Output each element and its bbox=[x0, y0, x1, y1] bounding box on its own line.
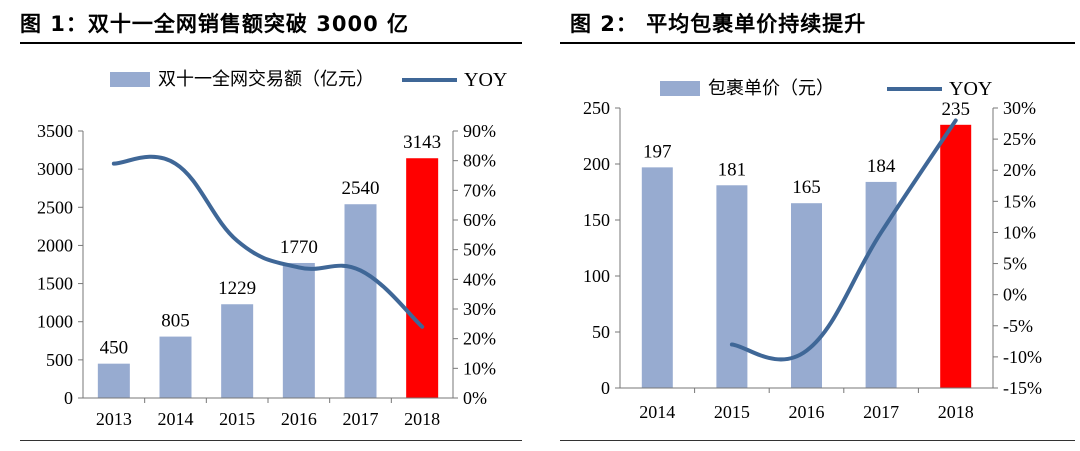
chart1-right-tick-60%: 60% bbox=[463, 210, 496, 230]
chart2-bar-label-2016: 165 bbox=[792, 177, 821, 198]
chart2-yoy-point-0 bbox=[731, 343, 733, 345]
chart1-left-tick-2000: 2000 bbox=[37, 235, 73, 255]
chart1-right-tick-50%: 50% bbox=[463, 240, 496, 260]
chart2-legend-bar-label: 包裹单价（元） bbox=[708, 78, 834, 99]
chart1-x-tick-2015: 2015 bbox=[219, 409, 255, 429]
chart1-bar-2016 bbox=[282, 262, 315, 398]
chart2-bar-label-2017: 184 bbox=[867, 156, 896, 177]
chart2: 包裹单价（元） YOY 197 181 165 184 235 0 50 100 150 200 250… bbox=[583, 78, 1042, 422]
chart1-left-tick-1500: 1500 bbox=[37, 274, 73, 294]
chart1-left-tick-3000: 3000 bbox=[37, 159, 73, 179]
chart1-bar-2014 bbox=[159, 336, 192, 398]
chart1-bar-label-2018: 3143 bbox=[403, 132, 441, 153]
chart1-x-tick-2014: 2014 bbox=[158, 409, 194, 429]
chart2-bar-label-2014: 197 bbox=[643, 141, 672, 162]
chart1-bar-2013 bbox=[97, 363, 130, 398]
chart1-right-tick-20%: 20% bbox=[463, 329, 496, 349]
chart1-left-tick-3500: 3500 bbox=[37, 121, 73, 141]
chart2-right-tick--10%: -10% bbox=[1003, 347, 1042, 367]
chart1-x-tick-2013: 2013 bbox=[96, 409, 132, 429]
chart1-left-tick-0: 0 bbox=[64, 388, 73, 408]
chart2-left-tick-200: 200 bbox=[583, 154, 610, 174]
chart2-right-tick--5%: -5% bbox=[1003, 316, 1033, 336]
chart2-bar-2014 bbox=[641, 167, 673, 388]
chart2-x-tick-2016: 2016 bbox=[789, 402, 825, 422]
chart2-right-tick-30%: 30% bbox=[1003, 98, 1036, 118]
chart2-x-tick-2017: 2017 bbox=[863, 402, 899, 422]
chart2-x-tick-2018: 2018 bbox=[938, 402, 974, 422]
chart2-yoy-point-3 bbox=[955, 119, 957, 121]
chart2-left-tick-150: 150 bbox=[583, 210, 610, 230]
chart1-yoy-point-1 bbox=[175, 163, 176, 165]
chart1-legend-bar-label: 双十一全网交易额（亿元） bbox=[158, 69, 374, 90]
chart1-bottom-rule bbox=[20, 440, 522, 441]
chart1-left-tick-2500: 2500 bbox=[37, 197, 73, 217]
chart1-legend-bar-swatch bbox=[110, 72, 150, 87]
chart2-left-tick-50: 50 bbox=[592, 322, 610, 342]
chart2-right-tick-20%: 20% bbox=[1003, 160, 1036, 180]
chart2-x-tick-2015: 2015 bbox=[714, 402, 750, 422]
chart1-title-rule bbox=[20, 42, 522, 44]
chart1-bar-label-2013: 450 bbox=[100, 338, 129, 359]
chart1-right-tick-0%: 0% bbox=[463, 388, 487, 408]
chart1-title: 图 1：双十一全网销售额突破 3000 亿 bbox=[20, 12, 409, 36]
chart1-x-tick-2018: 2018 bbox=[404, 409, 440, 429]
chart2-right-tick-5%: 5% bbox=[1003, 254, 1027, 274]
chart1-x-tick-2017: 2017 bbox=[343, 409, 379, 429]
chart2-right-tick--15%: -15% bbox=[1003, 378, 1042, 398]
chart2-legend-line-label: YOY bbox=[949, 78, 992, 100]
chart2-left-tick-100: 100 bbox=[583, 266, 610, 286]
chart1-bar-label-2016: 1770 bbox=[280, 237, 318, 258]
chart2-left-tick-0: 0 bbox=[601, 378, 610, 398]
chart1-right-tick-90%: 90% bbox=[463, 121, 496, 141]
chart1-left-tick-500: 500 bbox=[46, 350, 73, 370]
chart2-right-tick-15%: 15% bbox=[1003, 191, 1036, 211]
chart2-bar-2016 bbox=[791, 203, 822, 388]
chart2-right-tick-0%: 0% bbox=[1003, 285, 1027, 305]
chart1-yoy-point-0 bbox=[113, 163, 115, 165]
chart2-yoy-point-2 bbox=[880, 231, 882, 233]
chart1-yoy-point-3 bbox=[298, 266, 300, 268]
chart1-bar-label-2015: 1229 bbox=[218, 278, 256, 299]
chart1-yoy-point-5 bbox=[421, 326, 423, 328]
chart2-left-tick-250: 250 bbox=[583, 98, 610, 118]
chart1-right-tick-40%: 40% bbox=[463, 269, 496, 289]
chart1-yoy-point-2 bbox=[236, 240, 238, 242]
chart2-bar-label-2018: 235 bbox=[941, 99, 970, 120]
chart1-bar-2015 bbox=[221, 304, 254, 398]
chart2-bar-label-2015: 181 bbox=[718, 159, 747, 180]
chart2-legend-bar-swatch bbox=[660, 81, 700, 96]
chart1: 双十一全网交易额（亿元） YOY 450 805 1229 1770 2540 3143 0 50… bbox=[37, 69, 507, 429]
chart2-title: 图 2： 平均包裹单价持续提升 bbox=[570, 12, 867, 36]
chart1-bar-2017 bbox=[344, 204, 377, 398]
chart1-bar-2018 bbox=[406, 158, 439, 398]
chart2-bar-2015 bbox=[716, 185, 748, 388]
chart2-right-tick-10%: 10% bbox=[1003, 222, 1036, 242]
chart1-yoy-point-4 bbox=[360, 269, 361, 271]
chart1-right-tick-70%: 70% bbox=[463, 180, 496, 200]
chart1-right-tick-80%: 80% bbox=[463, 151, 496, 171]
chart1-bar-label-2014: 805 bbox=[161, 311, 190, 332]
chart2-bottom-rule bbox=[560, 440, 1075, 441]
chart1-legend-line-label: YOY bbox=[464, 69, 507, 91]
chart1-left-tick-1000: 1000 bbox=[37, 312, 73, 332]
chart2-yoy-point-1 bbox=[806, 350, 807, 352]
chart2-bar-2018 bbox=[940, 124, 972, 389]
chart2-right-tick-25%: 25% bbox=[1003, 129, 1036, 149]
chart1-bar-label-2017: 2540 bbox=[342, 178, 380, 199]
chart1-right-tick-10%: 10% bbox=[463, 358, 496, 378]
chart1-x-tick-2016: 2016 bbox=[281, 409, 317, 429]
chart2-yoy-line bbox=[729, 118, 958, 362]
chart2-x-tick-2014: 2014 bbox=[639, 402, 675, 422]
chart1-yoy-line bbox=[111, 154, 425, 329]
chart2-title-rule bbox=[560, 42, 1075, 44]
chart1-right-tick-30%: 30% bbox=[463, 299, 496, 319]
